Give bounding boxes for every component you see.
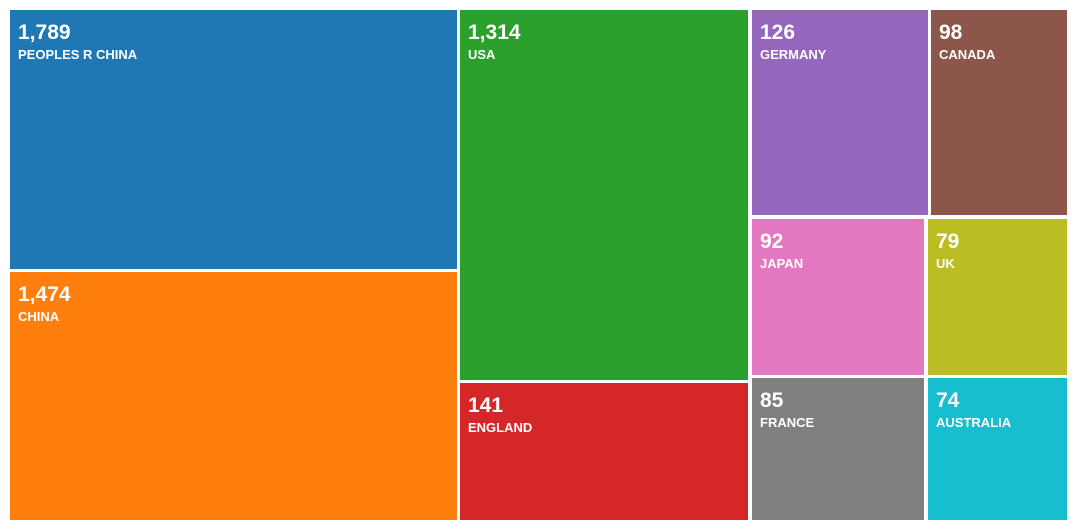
- cell-label: PEOPLES R CHINA: [18, 47, 138, 62]
- cell-label: CANADA: [939, 47, 996, 62]
- treemap-cell: [10, 272, 457, 520]
- cell-value: 98: [939, 21, 963, 44]
- cell-value: 74: [936, 389, 960, 412]
- cell-label: USA: [468, 47, 496, 62]
- cell-label: AUSTRALIA: [936, 415, 1012, 430]
- treemap-cell: [460, 383, 748, 520]
- cell-value: 1,474: [18, 283, 71, 306]
- cell-value: 92: [760, 230, 783, 253]
- cell-value: 79: [936, 230, 959, 253]
- treemap-cell: [752, 10, 928, 215]
- cell-label: GERMANY: [760, 47, 827, 62]
- treemap-cell: [460, 10, 748, 380]
- cell-label: FRANCE: [760, 415, 814, 430]
- treemap-cell: [10, 10, 457, 269]
- treemap-cell: [752, 219, 924, 375]
- cell-label: CHINA: [18, 309, 60, 324]
- cell-value: 126: [760, 21, 795, 44]
- cell-value: 85: [760, 389, 784, 412]
- cell-label: ENGLAND: [468, 420, 532, 435]
- treemap-cell: [928, 378, 1067, 520]
- treemap-cell: [931, 10, 1067, 215]
- treemap-cell: [752, 378, 924, 520]
- cell-label: UK: [936, 256, 955, 271]
- cell-value: 141: [468, 394, 503, 417]
- cell-label: JAPAN: [760, 256, 803, 271]
- cell-value: 1,789: [18, 21, 71, 44]
- cell-value: 1,314: [468, 21, 521, 44]
- treemap-cell: [928, 219, 1067, 375]
